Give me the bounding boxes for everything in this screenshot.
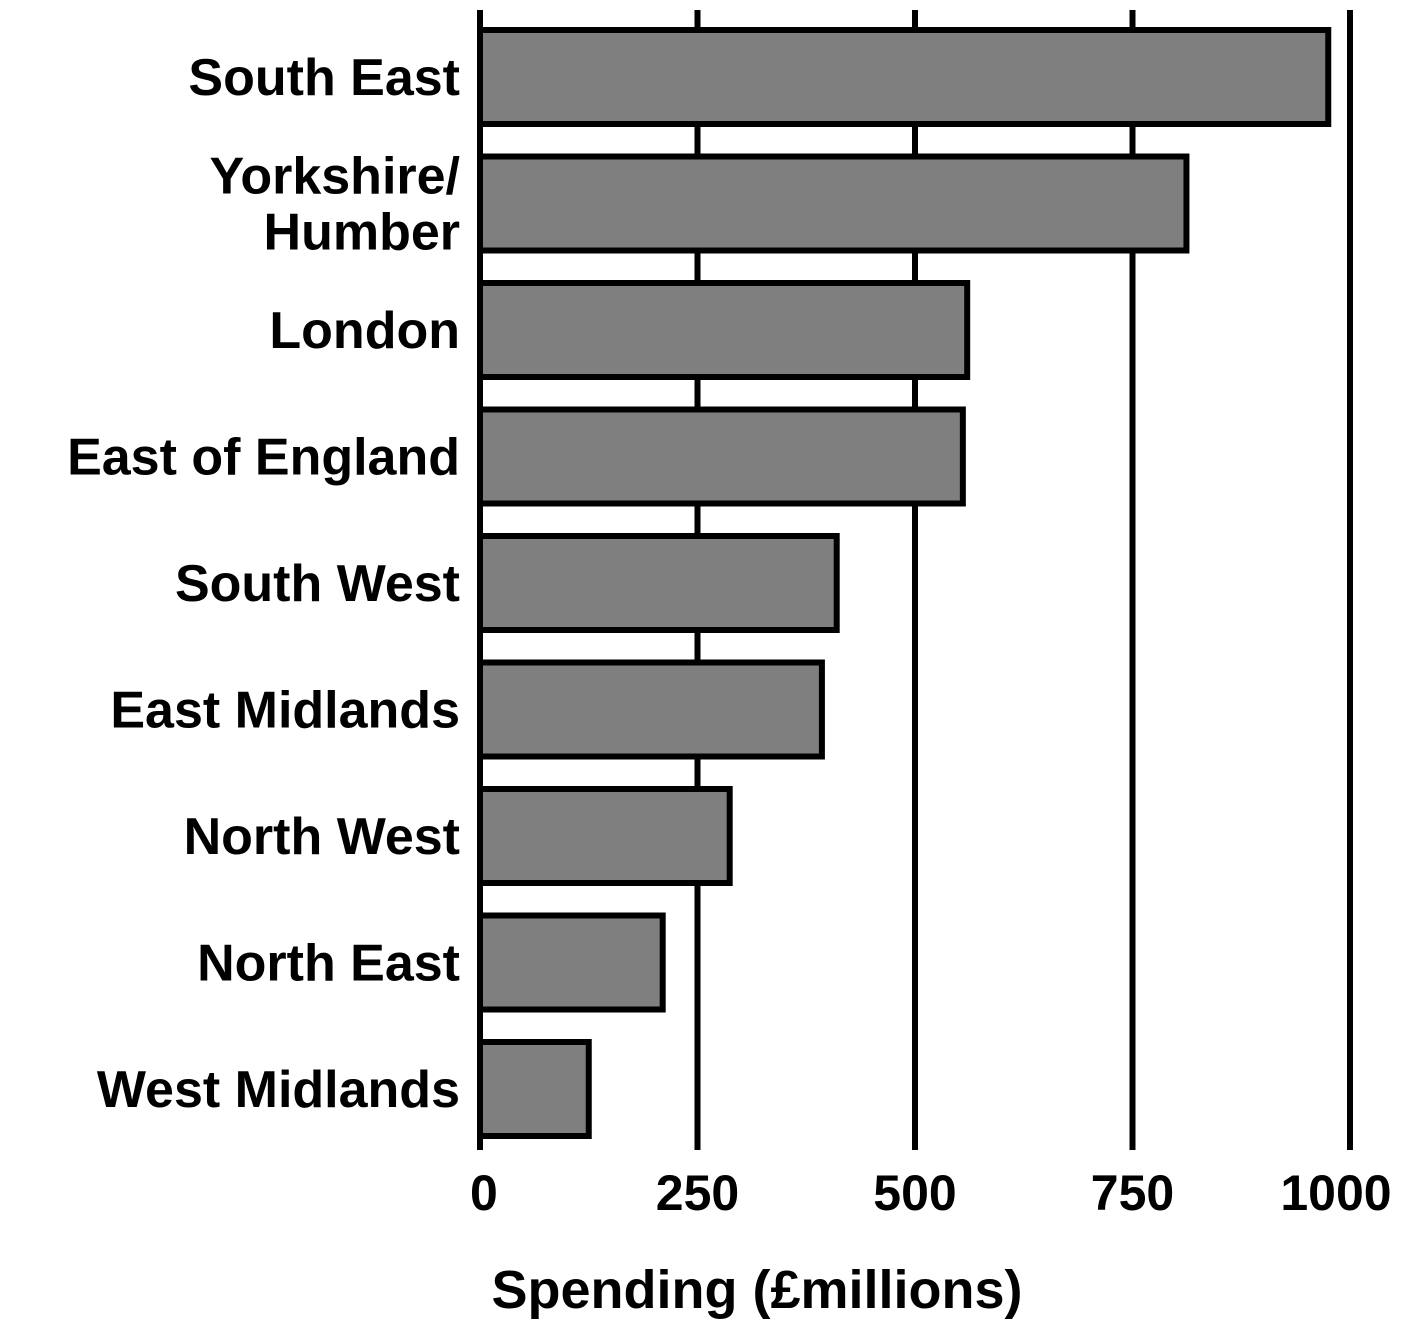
x-tick-label-750: 750 [1091, 1165, 1174, 1221]
category-label-north-east: North East [197, 935, 460, 993]
category-label-line: Humber [264, 204, 460, 262]
category-labels: South East Yorkshire/Humber London East of … [67, 49, 460, 1119]
category-label-london: London [269, 302, 460, 360]
x-tick-label-250: 250 [656, 1165, 739, 1221]
bar-north-east [477, 912, 666, 1013]
x-tick-labels: 0 250 500 750 1000 [470, 1165, 1392, 1221]
bar-south-west [477, 533, 840, 633]
x-tick-label-500: 500 [873, 1165, 956, 1221]
bar-west-midlands [477, 1039, 592, 1139]
bar-yorkshire-humber [477, 153, 1190, 254]
x-tick-label-1000: 1000 [1280, 1165, 1391, 1221]
category-label-east-of-england: East of England [67, 429, 460, 487]
bar-north-west [477, 786, 733, 886]
category-label-line: West Midlands [97, 1061, 460, 1119]
category-label-line: East of England [67, 429, 460, 487]
category-label-yorkshire-humber: Yorkshire/Humber [210, 148, 460, 262]
category-label-east-midlands: East Midlands [110, 682, 460, 740]
category-label-south-west: South West [175, 555, 460, 613]
category-label-line: Yorkshire/ [210, 148, 460, 206]
category-label-line: South West [175, 555, 460, 613]
bar-south-east [477, 27, 1332, 127]
category-label-west-midlands: West Midlands [97, 1061, 460, 1119]
category-label-line: North West [184, 808, 460, 866]
bar-east-of-england [477, 406, 966, 507]
category-label-line: South East [188, 49, 460, 107]
bar-east-midlands [477, 659, 825, 760]
bars [477, 27, 1332, 1139]
category-label-line: North East [197, 935, 460, 993]
category-label-line: East Midlands [110, 682, 460, 740]
category-label-south-east: South East [188, 49, 460, 107]
x-tick-label-0: 0 [470, 1165, 498, 1221]
x-axis-title: Spending (£millions) [491, 1260, 1022, 1320]
category-label-north-west: North West [184, 808, 460, 866]
bar-london [477, 280, 971, 380]
category-label-line: London [269, 302, 460, 360]
